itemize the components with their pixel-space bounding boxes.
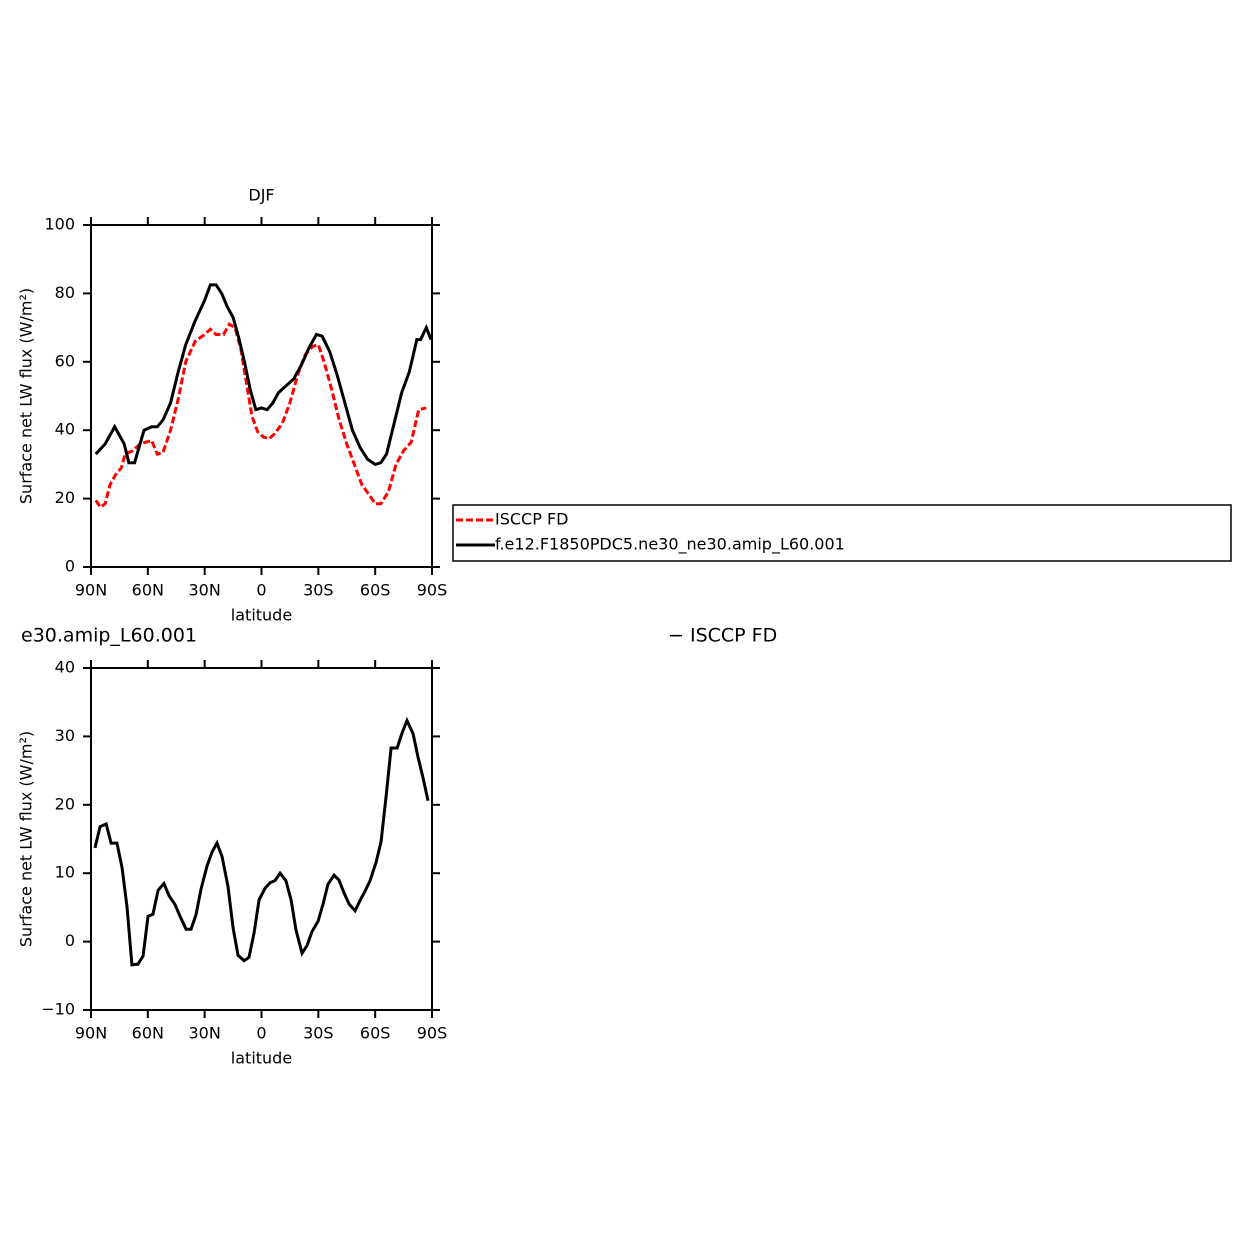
legend-label: f.e12.F1850PDC5.ne30_ne30.amip_L60.001: [495, 535, 845, 555]
x-axis-label: latitude: [231, 606, 292, 625]
data-line: [94, 283, 433, 467]
x-tick-label: 90N: [75, 1024, 107, 1043]
legend-box: [452, 504, 1232, 562]
y-tick-label: 40: [55, 420, 75, 439]
x-tick-label: 60N: [132, 1024, 164, 1043]
x-tick-label: 30S: [303, 581, 334, 600]
y-axis-label: Surface net LW flux (W/m²): [17, 731, 36, 947]
chart-title: e30.amip_L60.001: [21, 625, 197, 647]
data-line: [94, 322, 427, 510]
y-tick-label: 20: [55, 488, 75, 507]
y-tick-label: 10: [55, 863, 75, 882]
x-tick-label: 0: [256, 1024, 266, 1043]
x-tick-label: 0: [256, 581, 266, 600]
x-tick-label: 60S: [360, 1024, 391, 1043]
x-tick-label: 90S: [417, 1024, 448, 1043]
y-tick-label: −10: [41, 1000, 75, 1019]
x-tick-label: 60S: [360, 581, 391, 600]
y-tick-label: 40: [55, 658, 75, 677]
chart-title: DJF: [248, 186, 274, 205]
x-tick-label: 30N: [189, 1024, 221, 1043]
x-tick-label: 30N: [189, 581, 221, 600]
x-tick-label: 90S: [417, 581, 448, 600]
plot-frame: [90, 224, 433, 568]
y-tick-label: 0: [65, 931, 75, 950]
chart-subtitle: − ISCCP FD: [668, 625, 777, 647]
x-axis-label: latitude: [231, 1049, 292, 1068]
y-axis-label: Surface net LW flux (W/m²): [17, 288, 36, 504]
y-tick-label: 30: [55, 726, 75, 745]
y-tick-label: 20: [55, 794, 75, 813]
x-tick-label: 90N: [75, 581, 107, 600]
data-line: [93, 716, 430, 967]
legend-label: ISCCP FD: [495, 510, 568, 529]
y-tick-label: 100: [44, 215, 75, 234]
x-tick-label: 30S: [303, 1024, 334, 1043]
y-tick-label: 60: [55, 351, 75, 370]
y-tick-label: 0: [65, 557, 75, 576]
x-tick-label: 60N: [132, 581, 164, 600]
y-tick-label: 80: [55, 283, 75, 302]
